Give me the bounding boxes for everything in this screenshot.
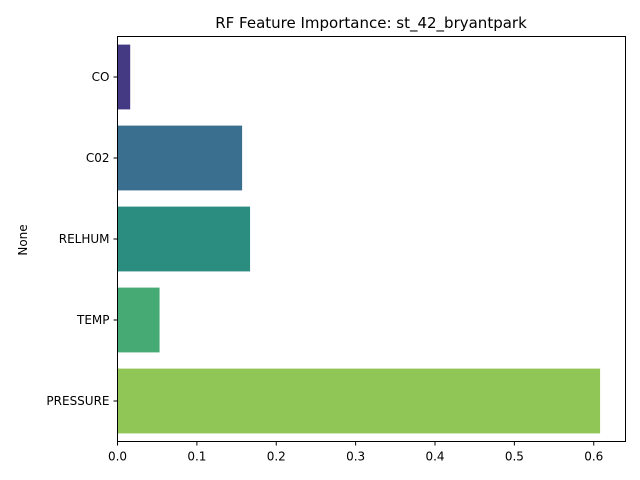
y-tick-label: PRESSURE [46, 394, 109, 408]
bar-c02 [117, 125, 243, 191]
x-tick-label: 0.1 [187, 450, 206, 464]
y-axis-label: None [16, 224, 30, 255]
x-tick-label: 0.6 [584, 450, 603, 464]
y-tick-label: TEMP [76, 313, 110, 327]
plot-frame [117, 36, 626, 442]
bar-pressure [117, 368, 601, 434]
x-tick-label: 0.5 [505, 450, 524, 464]
x-ticks-group: 0.0 0.1 0.2 0.3 0.4 0.5 0.6 [108, 441, 603, 464]
x-tick-label: 0.4 [425, 450, 444, 464]
bars-group [117, 44, 601, 434]
y-tick-labels: CO C02 RELHUM TEMP PRESSURE [46, 70, 118, 408]
y-tick-label: C02 [86, 151, 110, 165]
x-tick-label: 0.2 [267, 450, 286, 464]
chart-title: RF Feature Importance: st_42_bryantpark [215, 14, 527, 33]
bar-co [117, 44, 131, 110]
bar-temp [117, 287, 160, 353]
x-tick-label: 0.3 [346, 450, 365, 464]
y-tick-label: CO [92, 70, 110, 84]
y-tick-label: RELHUM [59, 232, 110, 246]
bar-relhum [117, 206, 251, 272]
x-tick-label: 0.0 [108, 450, 127, 464]
